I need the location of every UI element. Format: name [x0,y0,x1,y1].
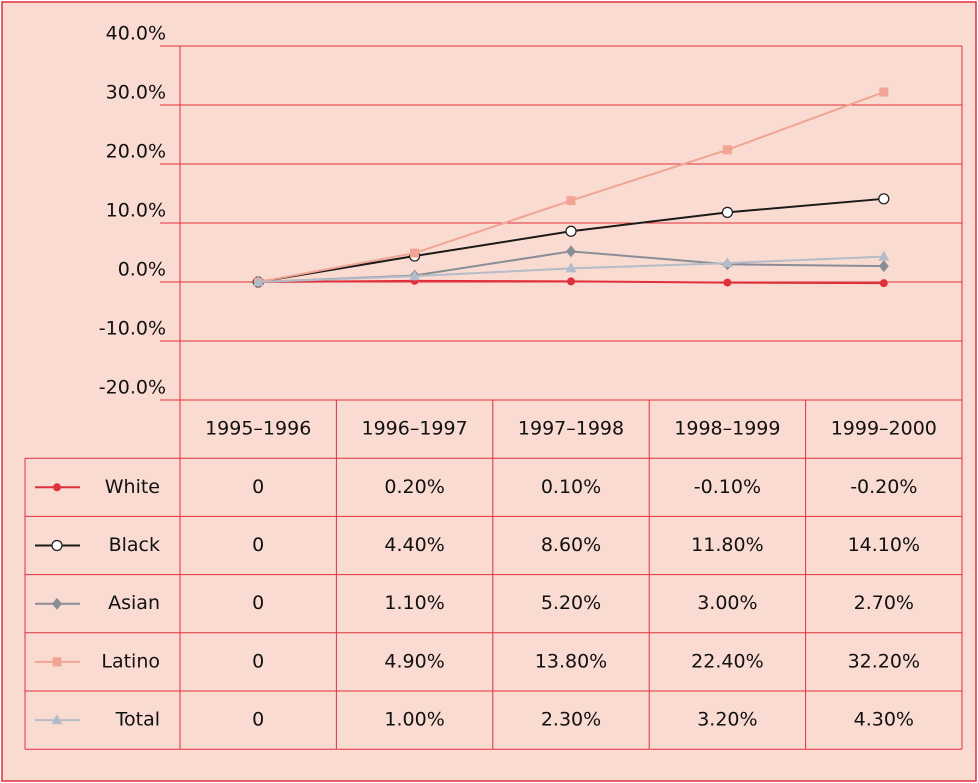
table-cell: 22.40% [691,650,763,672]
table-cell: 0 [252,592,264,614]
legend-label: Black [109,534,160,556]
table-cell: 14.10% [848,534,920,556]
y-tick-label: 30.0% [106,82,166,104]
table-cell: 0.20% [384,476,444,498]
marker [566,245,576,258]
table-cell: 4.40% [384,534,444,556]
x-tick-label: 1999–2000 [831,418,937,440]
x-tick-label: 1995–1996 [205,418,311,440]
marker [565,225,577,237]
marker [409,270,421,281]
table-cell: 3.00% [697,592,757,614]
marker [52,657,62,667]
y-tick-label: -10.0% [99,318,166,340]
marker [879,87,889,97]
y-tick-label: 40.0% [106,23,166,45]
table-cell: 5.20% [541,592,601,614]
marker [51,539,63,552]
marker [722,145,732,155]
table-cell: 8.60% [541,534,601,556]
marker [410,248,420,258]
x-tick-label: 1997–1998 [518,418,624,440]
marker [53,483,61,492]
table-cell: 0 [252,534,264,556]
table-cell: 2.30% [541,709,601,731]
legend-label: Total [115,709,160,731]
table-cell: 4.90% [384,650,444,672]
marker [723,278,732,287]
table-cell: 0 [252,476,264,498]
table-cell: 0.10% [541,476,601,498]
y-tick-label: 10.0% [106,200,166,222]
y-tick-label: 0.0% [118,259,166,281]
y-tick-label: 20.0% [106,141,166,163]
table-cell: 13.80% [535,650,607,672]
marker [52,597,62,610]
legend-label: White [105,476,160,498]
table-cell: -0.20% [850,476,917,498]
marker [879,279,888,288]
table-cell: 0 [252,650,264,672]
x-tick-label: 1998–1999 [674,418,780,440]
table-cell: 0 [252,709,264,731]
marker [878,260,889,273]
table-cell: 3.20% [697,709,757,731]
marker [51,714,63,725]
marker [878,193,890,205]
marker [566,196,576,206]
table-cell: 1.10% [384,592,444,614]
table-cell: 11.80% [691,534,763,556]
table-cell: 4.30% [854,709,914,731]
marker [878,250,890,261]
y-tick-label: -20.0% [99,377,166,399]
table-cell: 32.20% [848,650,920,672]
table-cell: 2.70% [854,592,914,614]
table-cell: 1.00% [384,709,444,731]
legend-label: Asian [108,592,160,614]
table-cell: -0.10% [694,476,761,498]
marker [721,206,734,218]
marker [721,257,733,268]
x-tick-label: 1996–1997 [361,418,467,440]
marker [252,276,264,286]
legend-label: Latino [101,650,160,672]
marker [567,277,575,286]
marker [565,262,577,273]
